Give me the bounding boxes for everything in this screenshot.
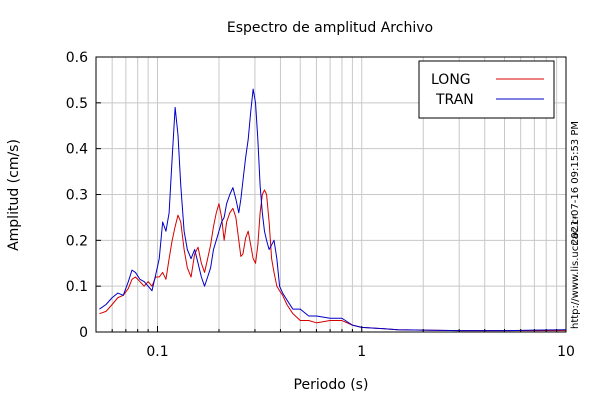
- y-tick-label: 0.4: [66, 142, 88, 158]
- y-axis-label: Amplitud (cm/s): [6, 139, 22, 251]
- y-tick-label: 0.3: [66, 188, 88, 204]
- x-tick-label: 10: [557, 344, 575, 360]
- grid: [95, 56, 566, 333]
- timestamp-label: 2021-07-16 09:15:53 PM: [570, 121, 581, 245]
- y-tick-label: 0.1: [66, 279, 88, 295]
- series-line-long: [99, 189, 566, 332]
- y-tick-label: 0.6: [66, 50, 88, 66]
- legend: LONG TRAN: [418, 60, 555, 119]
- axis-ticks: 0 0.1 0.2 0.3 0.4 0.5 0.6 0.1 1 10: [66, 50, 575, 360]
- url-label: http://www.lis.ucr.ac.cr: [570, 214, 581, 329]
- series-line-tran: [99, 88, 567, 332]
- x-axis-label: Periodo (s): [294, 377, 369, 393]
- legend-label-tran: TRAN: [435, 92, 474, 108]
- x-tick-label: 0.1: [146, 344, 168, 360]
- y-tick-label: 0: [79, 325, 88, 341]
- legend-box: [418, 60, 555, 119]
- y-tick-label: 0.2: [66, 233, 88, 249]
- series-layer: [99, 88, 567, 332]
- chart-title: Espectro de amplitud Archivo: [227, 20, 433, 36]
- x-tick-label: 1: [357, 344, 366, 360]
- legend-label-long: LONG: [431, 72, 471, 88]
- y-tick-label: 0.5: [66, 96, 88, 112]
